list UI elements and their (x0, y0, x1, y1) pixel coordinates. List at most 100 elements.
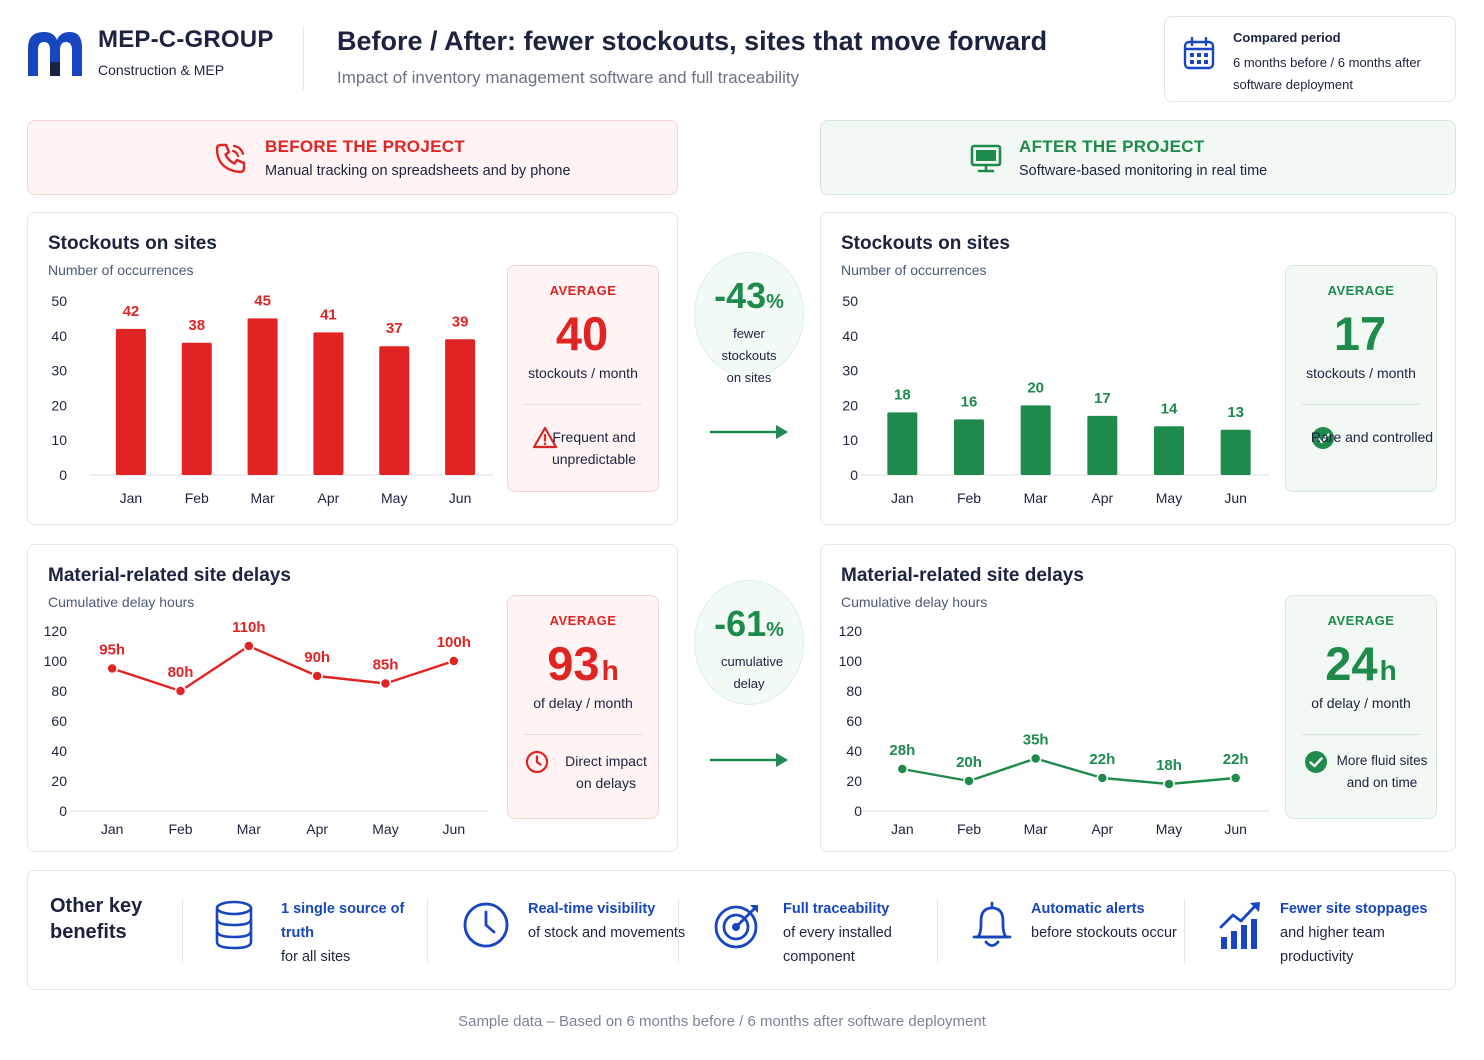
bar-value-label: 45 (254, 292, 271, 309)
delays-after-panel: Material-related site delays Cumulative … (820, 544, 1456, 852)
brand-subtitle: Construction & MEP (98, 62, 225, 78)
reduction-description: fewer stockouts on sites (721, 326, 777, 385)
bar (247, 318, 278, 475)
page-title: Before / After: fewer stockouts, sites t… (337, 26, 1048, 56)
y-tick-label: 20 (51, 773, 67, 789)
benefit-divider (678, 899, 679, 963)
y-tick-label: 40 (51, 328, 67, 344)
bar (313, 332, 344, 475)
monitor-icon (970, 144, 1002, 173)
stockouts-after-panel: Stockouts on sites Number of occurrences… (820, 212, 1456, 525)
calendar-icon (1183, 37, 1215, 70)
stockouts-after-average-card: AVERAGE 17 stockouts / month Rare and co… (1285, 265, 1437, 492)
y-tick-label: 20 (846, 773, 862, 789)
point-value-label: 95h (99, 642, 125, 659)
benefit-divider (937, 899, 938, 963)
bar (181, 342, 212, 475)
bar (1020, 405, 1051, 475)
right-arrow-icon (710, 425, 788, 439)
chart-subtitle: Number of occurrences (841, 262, 987, 278)
data-point (243, 640, 255, 652)
average-label: AVERAGE (549, 613, 617, 628)
average-separator (524, 404, 642, 405)
y-tick-label: 0 (850, 467, 858, 483)
bar (1220, 429, 1251, 475)
y-tick-label: 30 (842, 363, 858, 379)
x-tick-label: Jan (101, 821, 124, 837)
before-banner-subtitle: Manual tracking on spreadsheets and by p… (265, 163, 571, 179)
x-tick-label: Mar (1024, 821, 1048, 837)
y-tick-label: 0 (59, 467, 67, 483)
x-tick-label: Feb (185, 490, 209, 506)
phone-icon (215, 143, 246, 174)
data-point (106, 662, 118, 675)
data-point (896, 763, 909, 775)
data-point (1029, 752, 1042, 765)
average-value: 24h (1325, 637, 1397, 690)
x-tick-label: Jan (120, 490, 143, 506)
average-note: More fluid sites and on time (1336, 753, 1428, 790)
x-tick-label: Feb (957, 490, 981, 506)
x-tick-label: Apr (306, 821, 328, 837)
data-point (1229, 772, 1242, 784)
growth-chart-icon (1219, 902, 1260, 949)
bar-value-label: 42 (123, 303, 140, 320)
database-icon (215, 900, 253, 950)
chart-subtitle: Cumulative delay hours (841, 594, 988, 610)
stockouts-before-panel: Stockouts on sites Number of occurrences… (27, 212, 678, 525)
average-label: AVERAGE (1327, 283, 1395, 298)
point-value-label: 100h (437, 634, 471, 651)
bar (1087, 415, 1118, 475)
benefit-single-source: 1 single source of truth for all sites (281, 901, 405, 965)
after-banner-title: AFTER THE PROJECT (1019, 137, 1205, 156)
average-note: Direct impact on delays (565, 753, 647, 791)
data-point (448, 655, 460, 667)
stockouts-before-chart: 0 10 20 30 40 50 Jan Feb Mar Apr May Jun 42 38 45 41 37 3… (51, 292, 493, 506)
delays-before-chart: 0 20 40 60 80 100 120 Jan Feb Mar Apr May Jun 95h 80h 1… (44, 619, 488, 837)
stockouts-before-average-card: AVERAGE 40 stockouts / month Frequent an… (507, 265, 659, 492)
data-point (174, 685, 187, 697)
bar-value-label: 38 (188, 317, 205, 334)
stockouts-reduction-badge: -43% fewer stockouts on sites (694, 252, 804, 385)
chart-title: Stockouts on sites (841, 233, 1010, 254)
benefit-full-traceability: Full traceability of every installed comp… (783, 901, 892, 965)
reduction-value: -61% (714, 603, 784, 644)
stockouts-after-chart: 0 10 20 30 40 50 Jan Feb Mar Apr May Jun 18 16 20 17 14 1… (842, 293, 1269, 506)
x-tick-label: Mar (237, 821, 261, 837)
bar-value-label: 20 (1027, 379, 1044, 396)
x-tick-label: Jan (891, 490, 914, 506)
point-value-label: 18h (1156, 757, 1182, 774)
before-project-banner: BEFORE THE PROJECT Manual tracking on sp… (27, 120, 678, 195)
x-tick-label: Apr (1091, 490, 1113, 506)
y-tick-label: 100 (44, 653, 68, 669)
delays-before-average-card: AVERAGE 93h of delay / month Direct impa… (507, 595, 659, 819)
bar (445, 339, 476, 475)
bar-value-label: 13 (1227, 404, 1244, 421)
bar-value-label: 41 (320, 306, 337, 323)
bar-value-label: 17 (1094, 390, 1111, 407)
x-tick-label: Jun (1224, 490, 1247, 506)
reduction-value: -43% (714, 275, 784, 316)
average-note: Frequent and unpredictable (551, 429, 637, 467)
benefits-title: Other key benefits (50, 895, 143, 943)
data-point (1163, 778, 1175, 790)
point-value-label: 28h (889, 742, 915, 759)
y-tick-label: 60 (51, 713, 67, 729)
bar (887, 412, 918, 475)
y-tick-label: 120 (44, 623, 68, 639)
bar (115, 328, 146, 475)
y-tick-label: 0 (854, 803, 862, 819)
chart-title: Material-related site delays (841, 565, 1084, 586)
data-point (311, 670, 323, 682)
average-label: AVERAGE (1327, 613, 1395, 628)
bar (1154, 426, 1184, 475)
data-point (379, 677, 392, 690)
bar-value-label: 37 (386, 320, 403, 337)
series-line (111, 644, 455, 693)
average-separator (1302, 734, 1420, 735)
average-label: AVERAGE (549, 283, 617, 298)
chart-title: Material-related site delays (48, 565, 291, 586)
x-tick-label: Feb (168, 821, 192, 837)
y-tick-label: 100 (839, 653, 863, 669)
benefit-divider (427, 899, 428, 963)
